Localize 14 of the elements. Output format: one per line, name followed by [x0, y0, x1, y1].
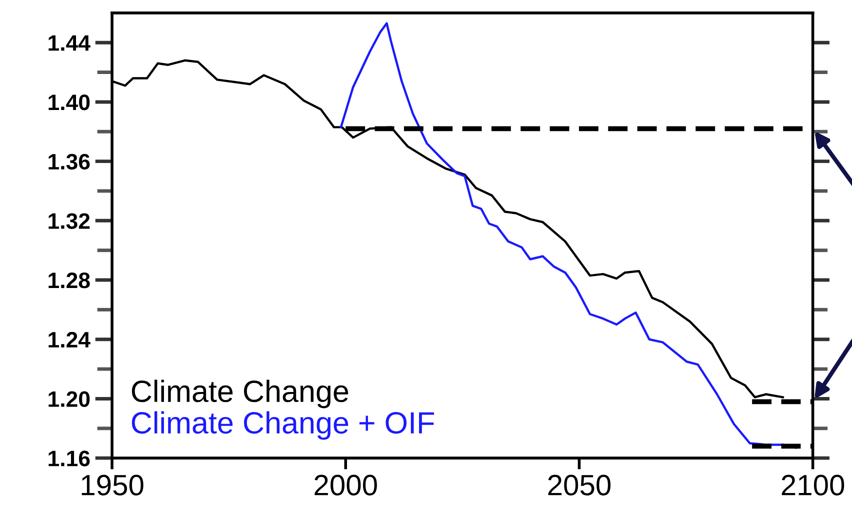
- y-tick-label: 1.36: [48, 154, 90, 170]
- y-tick-label: 1.24: [48, 332, 90, 348]
- y-tick-label: 1.40: [48, 94, 90, 110]
- y-tick-label: 1.28: [48, 272, 90, 288]
- text: Climate Change: [132, 380, 348, 408]
- y-tick-label: 1.20: [48, 391, 90, 407]
- y-tick-label: 1.44: [48, 35, 90, 51]
- x-tick-label: 2100: [782, 474, 844, 496]
- y-tick-label: 1.16: [48, 450, 90, 466]
- y-tick-label: 1.32: [48, 213, 90, 229]
- x-tick-label: 2000: [314, 474, 377, 496]
- x-tick-label: 2050: [548, 474, 611, 496]
- text: Climate Change + OIF: [132, 411, 434, 440]
- x-tick-label: 1950: [82, 474, 144, 496]
